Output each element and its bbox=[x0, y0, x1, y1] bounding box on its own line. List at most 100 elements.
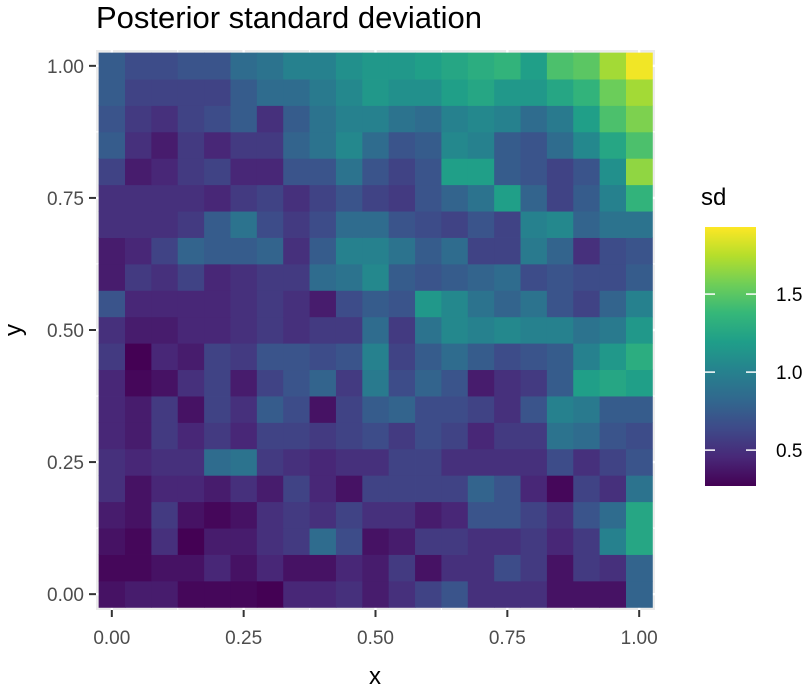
heatmap-cell bbox=[125, 422, 152, 450]
heatmap-cell bbox=[626, 528, 653, 555]
heatmap-cell bbox=[573, 554, 601, 582]
heatmap-cell bbox=[151, 52, 179, 80]
heatmap-cell bbox=[599, 131, 627, 159]
heatmap-cell bbox=[415, 237, 442, 265]
heatmap-cell bbox=[177, 396, 205, 423]
heatmap-cell bbox=[177, 184, 205, 212]
heatmap-cell bbox=[125, 528, 152, 555]
heatmap-cell bbox=[520, 184, 548, 212]
heatmap-cell bbox=[388, 237, 416, 265]
heatmap-cell bbox=[204, 184, 231, 212]
heatmap-cell bbox=[230, 369, 258, 397]
heatmap-cell bbox=[256, 554, 284, 582]
heatmap-cell bbox=[125, 184, 152, 212]
heatmap-cell bbox=[256, 422, 284, 450]
heatmap-cell bbox=[177, 158, 205, 186]
heatmap-cell bbox=[283, 263, 310, 291]
heatmap-cell bbox=[573, 475, 601, 503]
heatmap-cell bbox=[626, 79, 653, 106]
heatmap-cell bbox=[441, 237, 469, 265]
heatmap-cell bbox=[177, 369, 205, 397]
heatmap-cell bbox=[335, 263, 363, 291]
heatmap-cell bbox=[125, 290, 152, 318]
heatmap-cell bbox=[546, 237, 574, 265]
heatmap-cell bbox=[309, 396, 337, 423]
heatmap-cell bbox=[98, 501, 126, 529]
heatmap-cell bbox=[388, 316, 416, 344]
heatmap-cell bbox=[204, 501, 231, 529]
heatmap-cell bbox=[494, 158, 521, 186]
heatmap-cell bbox=[125, 369, 152, 397]
heatmap-cell bbox=[441, 211, 469, 238]
heatmap-cell bbox=[125, 475, 152, 503]
colorbar-tick-label: 0.5 bbox=[776, 441, 802, 462]
heatmap-cell bbox=[520, 396, 548, 423]
heatmap-cell bbox=[283, 290, 310, 318]
heatmap-cell bbox=[256, 396, 284, 423]
heatmap-cell bbox=[573, 316, 601, 344]
heatmap-cell bbox=[441, 369, 469, 397]
heatmap-cell bbox=[546, 343, 574, 371]
heatmap-cell bbox=[151, 131, 179, 159]
heatmap-cell bbox=[415, 343, 442, 371]
heatmap-cell bbox=[177, 290, 205, 318]
heatmap-cell bbox=[441, 580, 469, 608]
heatmap-cell bbox=[256, 290, 284, 318]
heatmap-cell bbox=[230, 501, 258, 529]
heatmap-cell bbox=[151, 448, 179, 476]
heatmap-cell bbox=[151, 105, 179, 133]
heatmap-cell bbox=[573, 369, 601, 397]
heatmap-cell bbox=[362, 580, 390, 608]
heatmap-cell bbox=[441, 52, 469, 80]
heatmap-cell bbox=[125, 580, 152, 608]
heatmap-cell bbox=[573, 184, 601, 212]
heatmap-cell bbox=[335, 343, 363, 371]
heatmap-cell bbox=[599, 290, 627, 318]
heatmap-cell bbox=[467, 211, 495, 238]
heatmap-cell bbox=[362, 290, 390, 318]
heatmap-cell bbox=[335, 528, 363, 555]
heatmap-cell bbox=[441, 105, 469, 133]
heatmap-cell bbox=[441, 343, 469, 371]
heatmap-cell bbox=[309, 501, 337, 529]
heatmap-cell bbox=[415, 105, 442, 133]
heatmap-cell bbox=[309, 448, 337, 476]
heatmap-cell bbox=[362, 369, 390, 397]
heatmap-cell bbox=[626, 554, 653, 582]
heatmap-cell bbox=[98, 448, 126, 476]
y-tick-label: 0.00 bbox=[47, 585, 84, 606]
heatmap-cell bbox=[388, 158, 416, 186]
heatmap-cell bbox=[546, 211, 574, 238]
heatmap-cell bbox=[546, 131, 574, 159]
chart-title: Posterior standard deviation bbox=[96, 0, 482, 35]
heatmap-cell bbox=[494, 290, 521, 318]
heatmap-cell bbox=[335, 211, 363, 238]
heatmap-cell bbox=[441, 79, 469, 106]
heatmap-cell bbox=[467, 79, 495, 106]
heatmap-cell bbox=[256, 528, 284, 555]
heatmap-cell bbox=[151, 396, 179, 423]
heatmap-cell bbox=[283, 528, 310, 555]
heatmap-cell bbox=[283, 422, 310, 450]
heatmap-cell bbox=[546, 316, 574, 344]
heatmap-cell bbox=[520, 501, 548, 529]
heatmap-cell bbox=[599, 422, 627, 450]
heatmap-cell bbox=[177, 105, 205, 133]
heatmap-cell bbox=[204, 316, 231, 344]
heatmap-cell bbox=[520, 52, 548, 80]
heatmap-cell bbox=[415, 501, 442, 529]
heatmap-cell bbox=[283, 105, 310, 133]
heatmap-cell bbox=[309, 184, 337, 212]
heatmap-cell bbox=[177, 343, 205, 371]
heatmap-cell bbox=[362, 105, 390, 133]
heatmap-cell bbox=[335, 554, 363, 582]
heatmap-cell bbox=[335, 105, 363, 133]
heatmap-cell bbox=[415, 475, 442, 503]
heatmap-cell bbox=[467, 237, 495, 265]
heatmap-cell bbox=[177, 211, 205, 238]
heatmap-cell bbox=[125, 263, 152, 291]
heatmap-cell bbox=[388, 79, 416, 106]
heatmap-cell bbox=[546, 105, 574, 133]
heatmap-cell bbox=[415, 396, 442, 423]
heatmap-cell bbox=[283, 131, 310, 159]
